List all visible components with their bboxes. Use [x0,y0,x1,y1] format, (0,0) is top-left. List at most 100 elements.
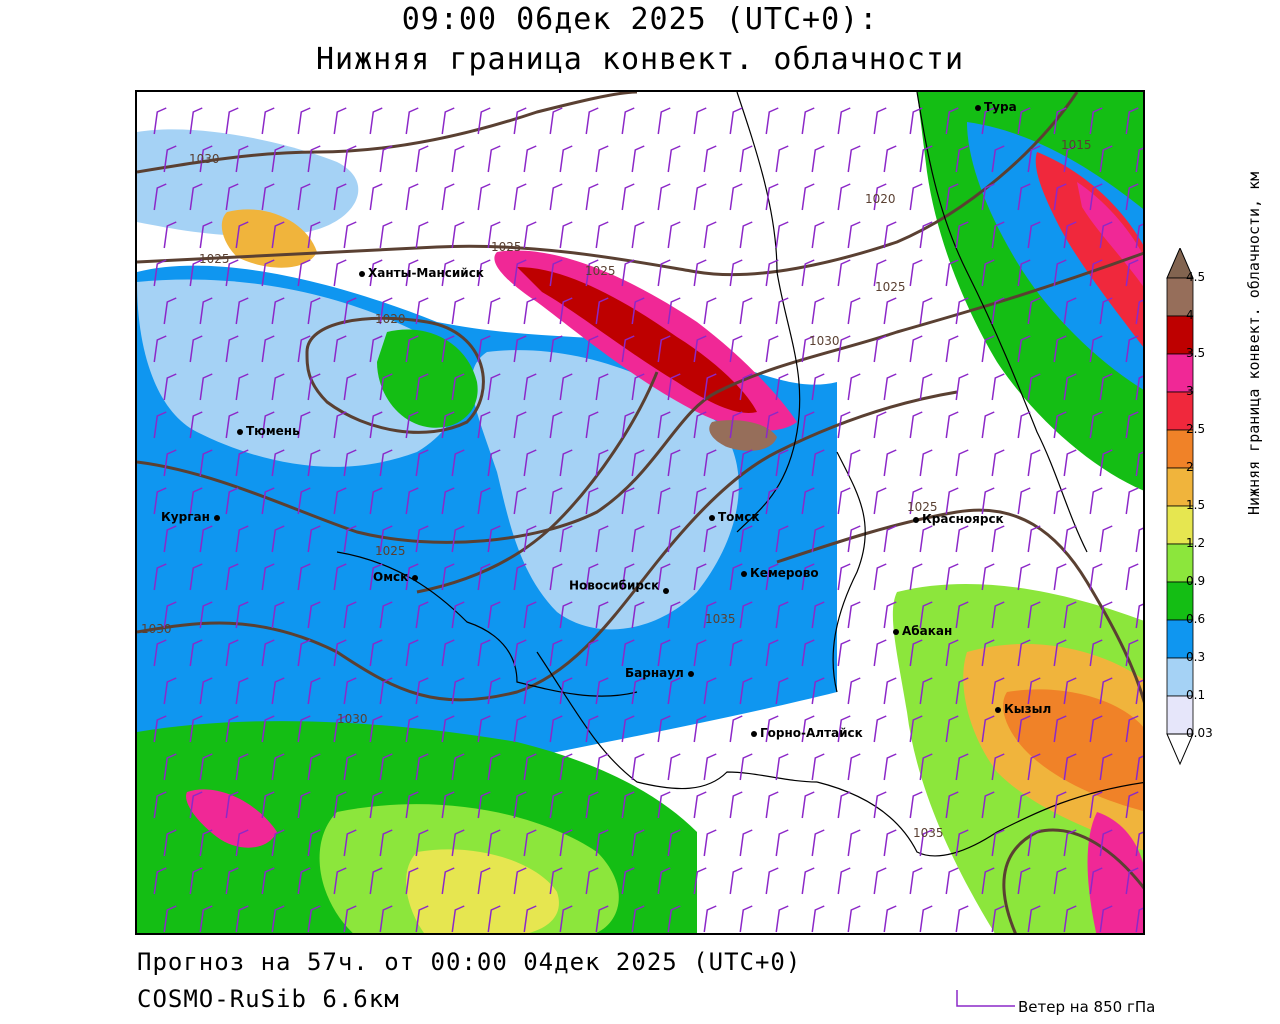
wind-barb [585,183,599,211]
wind-barb [801,411,815,439]
wind-barb [729,563,743,591]
wind-barb [369,715,383,743]
legend-swatch [1166,657,1194,697]
wind-barb [595,601,609,629]
wind-barb [1099,601,1113,629]
wind-barb [405,107,419,135]
wind-barb [945,715,959,743]
wind-barb [981,107,995,135]
wind-barb [451,753,465,781]
wind-barb [1017,259,1031,287]
wind-barb [621,639,635,667]
wind-barb [199,829,213,857]
wind-barb [261,639,275,667]
wind-barb [379,297,393,325]
wind-barb [837,715,851,743]
wind-barb [271,905,285,933]
city-name: Кемерово [750,566,819,580]
wind-barb [379,601,393,629]
wind-barb [775,221,789,249]
city-name: Новосибирск [569,578,660,593]
city-dot [975,104,981,111]
wind-barb [811,145,825,173]
wind-barb [333,715,347,743]
wind-barb [261,183,275,211]
legend-arrow-bottom [1166,733,1194,766]
wind-barb [1135,451,1143,477]
wind-barb [631,905,645,933]
wind-barb [163,905,177,933]
wind-barb [1089,715,1103,743]
wind-barb [621,791,635,819]
wind-barb [585,639,599,667]
wind-barb [1099,677,1113,705]
wind-barb [477,639,491,667]
wind-barb [955,373,969,401]
wind-barb [333,563,347,591]
wind-barb [523,145,537,173]
wind-barb [585,107,599,135]
city-tomsk: Томск [709,510,760,524]
wind-barb [955,145,969,173]
wind-barb [919,753,933,781]
isobar-label: 1015 [1061,138,1092,152]
wind-barb [739,525,753,553]
wind-barb [379,449,393,477]
city-name: Тура [984,100,1017,114]
wind-barb [981,411,995,439]
wind-barb [235,905,249,933]
wind-barb [801,107,815,135]
isobar-label: 1020 [865,192,896,206]
wind-barb [585,487,599,515]
wind-barb [729,411,743,439]
wind-barb [513,335,527,363]
wind-barb [379,525,393,553]
wind-barb [765,715,779,743]
city-dot [663,588,670,594]
wind-barb [801,259,815,287]
wind-barb [369,107,383,135]
wind-barb [955,677,969,705]
wind-barb [1135,755,1143,781]
wind-barb [621,411,635,439]
wind-barb [919,525,933,553]
wind-barb [559,829,573,857]
wind-barb [873,867,887,895]
wind-barb [163,753,177,781]
wind-barb [657,639,671,667]
legend-level-label: 1.2 [1186,536,1206,550]
wind-barb [1089,791,1103,819]
wind-barb [801,563,815,591]
wind-barb [1027,145,1041,173]
wind-barb [883,829,897,857]
wind-barb [549,639,563,667]
wind-barb [153,867,167,895]
wind-barb [991,449,1005,477]
wind-barb [765,563,779,591]
wind-barb [307,905,321,933]
wind-barb [775,601,789,629]
wind-barb [523,601,537,629]
city-name: Тюмень [246,424,300,438]
wind-barb [1135,299,1143,325]
legend-level-label: 4 [1186,308,1194,322]
wind-barb [513,259,527,287]
wind-barb [559,905,573,933]
isobar-label: 1025 [199,252,230,266]
wind-barb [189,335,203,363]
wind-barb [415,829,429,857]
wind-barb [765,487,779,515]
wind-barb [739,297,753,325]
wind-barb [729,107,743,135]
wind-barb [235,373,249,401]
wind-barb [739,449,753,477]
wind-barb [199,525,213,553]
city-kemerovo: Кемерово [741,566,819,580]
wind-barb [513,487,527,515]
wind-barb [873,183,887,211]
wind-barb [477,411,491,439]
wind-barb [441,183,455,211]
wind-barb [271,449,285,477]
city-dot [687,670,694,677]
wind-barb [595,905,609,933]
